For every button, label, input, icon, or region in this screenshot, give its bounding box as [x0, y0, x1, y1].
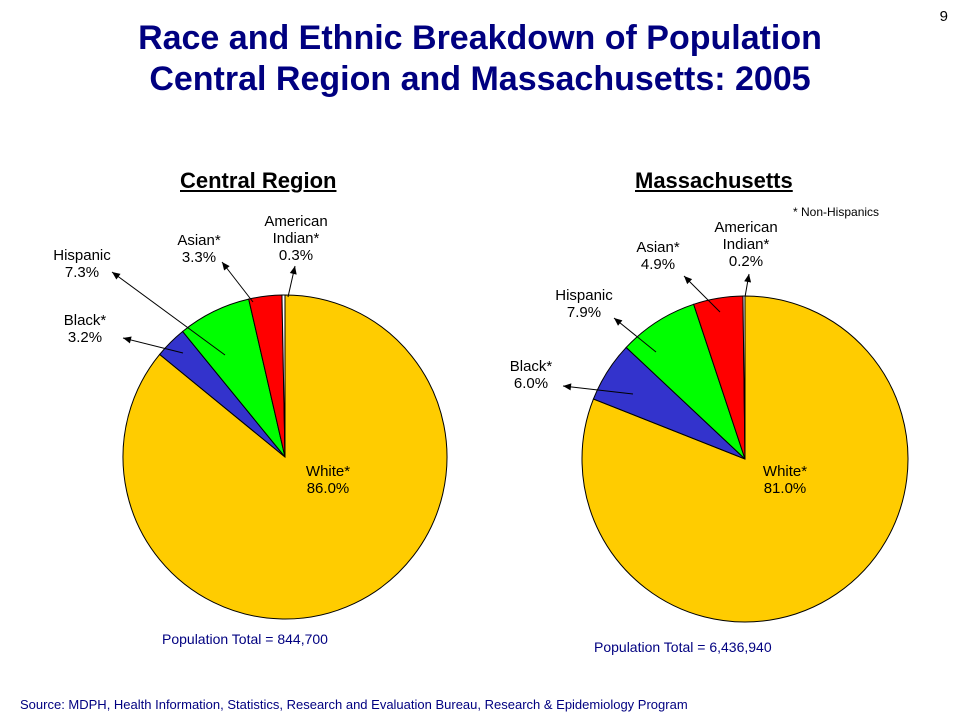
slice-name-label: Hispanic — [555, 287, 613, 304]
leader-arrowhead-hispanic — [614, 318, 623, 326]
slice-name-label: White* — [763, 463, 807, 480]
slide-title: Race and Ethnic Breakdown of Population … — [0, 18, 960, 100]
leader-arrowhead-black — [123, 336, 132, 344]
slice-name-label: Asian* — [636, 239, 680, 256]
leader-arrowhead-american-indian — [744, 274, 752, 283]
slice-label-asian: Asian* 4.9% — [636, 239, 680, 273]
slice-value-label: 0.3% — [279, 247, 313, 264]
leader-arrowhead-hispanic — [112, 272, 121, 280]
central-region-pie: White* 86.0%Black* 3.2%Hispanic 7.3%Asian* 3… — [53, 213, 448, 620]
leader-arrowhead-black — [563, 383, 572, 391]
non-hispanics-footnote: * Non-Hispanics — [793, 205, 880, 219]
leader-line-black — [122, 337, 184, 354]
leader-line-asian — [221, 261, 254, 303]
slice-value-label: 86.0% — [307, 480, 350, 497]
slide-title-line-2: Central Region and Massachusetts: 2005 — [149, 60, 811, 98]
leader-arrowhead-american-indian — [289, 266, 297, 275]
slice-label-american-indian: American Indian* 0.2% — [714, 219, 777, 270]
slice-name-label: Black* — [510, 358, 553, 375]
slice-label-black: Black* 3.2% — [64, 312, 107, 346]
leader-line-hispanic — [613, 317, 657, 353]
slice-value-label: 4.9% — [641, 256, 675, 273]
slice-name-label: American — [714, 219, 777, 236]
slice-name-label: Indian* — [273, 230, 320, 247]
slice-value-label: 0.2% — [729, 253, 763, 270]
slice-name-label: White* — [306, 463, 350, 480]
massachusetts-chart-title: Massachusetts — [635, 168, 793, 193]
leader-line-black — [562, 385, 634, 395]
massachusetts-pie: White* 81.0% Black* 6.0% Hispanic 7.9% Asian* 4… — [510, 219, 909, 623]
leader-line-asian — [683, 275, 721, 313]
slice-name-label: Hispanic — [53, 247, 111, 264]
slice-value-label: 7.9% — [567, 304, 601, 321]
slice-label-american-indian: American Indian* 0.3% — [264, 213, 327, 264]
page-number: 9 — [939, 8, 948, 25]
slice-name-label: Indian* — [723, 236, 770, 253]
slice-value-label: 3.2% — [68, 329, 102, 346]
slide-title-line-1: Race and Ethnic Breakdown of Population — [138, 19, 822, 57]
slice-name-label: American — [264, 213, 327, 230]
central-region-chart-title: Central Region — [180, 168, 337, 193]
leader-arrowhead-asian — [222, 262, 230, 271]
slice-label-hispanic: Hispanic 7.3% — [53, 247, 111, 281]
slice-value-label: 81.0% — [764, 480, 807, 497]
slice-label-black: Black* 6.0% — [510, 358, 553, 392]
central-region-population-total: Population Total = 844,700 — [162, 631, 328, 647]
pie-slice-american-indian — [281, 294, 286, 458]
slice-value-label: 7.3% — [65, 264, 99, 281]
slice-label-white: White* 86.0% — [306, 463, 350, 497]
slice-value-label: 6.0% — [514, 375, 548, 392]
slice-label-asian: Asian* 3.3% — [177, 232, 221, 266]
slice-label-hispanic: Hispanic 7.9% — [555, 287, 613, 321]
slice-name-label: Black* — [64, 312, 107, 329]
source-note: Source: MDPH, Health Information, Statis… — [20, 697, 688, 712]
leader-arrowhead-asian — [684, 276, 693, 285]
slice-name-label: Asian* — [177, 232, 221, 249]
slice-value-label: 3.3% — [182, 249, 216, 266]
leader-line-hispanic — [111, 271, 226, 356]
slice-label-white: White* 81.0% — [763, 463, 807, 497]
massachusetts-population-total: Population Total = 6,436,940 — [594, 639, 772, 655]
